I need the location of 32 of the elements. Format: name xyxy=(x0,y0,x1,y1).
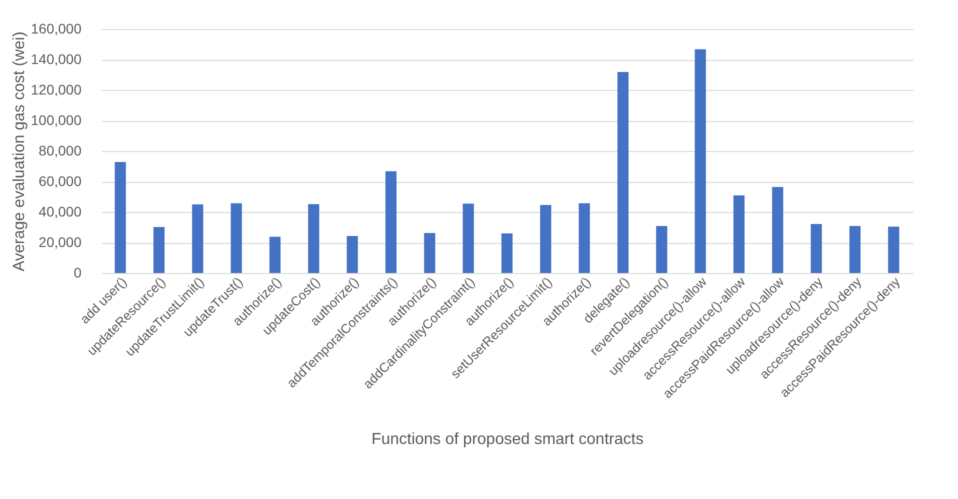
x-axis-title: Functions of proposed smart contracts xyxy=(371,431,644,448)
y-tick-label: 60,000 xyxy=(38,173,82,189)
y-tick-label: 140,000 xyxy=(30,51,82,67)
bar xyxy=(694,49,706,273)
y-tick-label: 0 xyxy=(74,264,82,280)
y-tick-label: 100,000 xyxy=(30,112,82,128)
bar xyxy=(385,171,397,273)
bar xyxy=(888,226,900,273)
bar xyxy=(810,224,822,273)
bar xyxy=(501,233,513,273)
bar xyxy=(462,204,474,273)
y-axis-title: Average evaluation gas cost (wei) xyxy=(10,32,28,272)
bar xyxy=(849,226,861,273)
bar xyxy=(346,236,358,273)
bar xyxy=(230,203,242,273)
y-tick-label: 80,000 xyxy=(38,142,82,158)
bar xyxy=(733,195,745,273)
bar xyxy=(153,226,165,273)
bar xyxy=(772,186,784,273)
y-tick-label: 20,000 xyxy=(38,234,82,250)
bar xyxy=(269,236,281,273)
y-tick-label: 160,000 xyxy=(30,20,82,36)
bar xyxy=(424,233,436,273)
bar xyxy=(308,204,320,273)
bar xyxy=(578,203,590,273)
y-tick-label: 40,000 xyxy=(38,204,82,220)
bar xyxy=(540,204,552,273)
bar xyxy=(114,162,126,273)
bar xyxy=(617,72,629,273)
bar xyxy=(656,226,668,273)
y-tick-label: 120,000 xyxy=(30,82,82,98)
bar xyxy=(192,204,204,273)
